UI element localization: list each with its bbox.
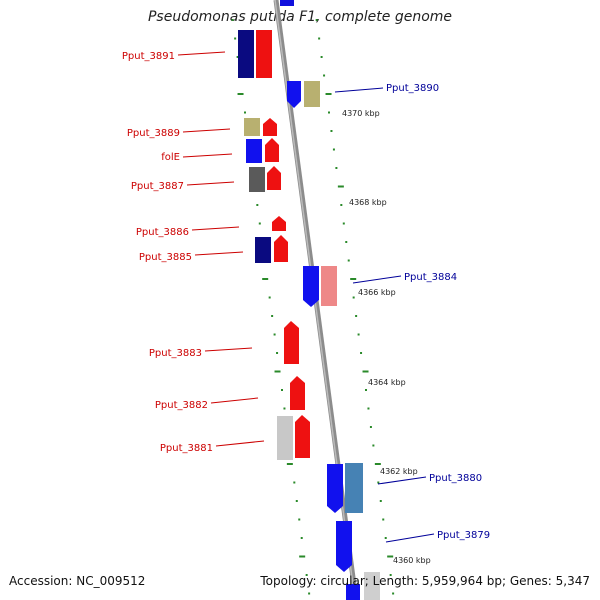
connector-pput-3886	[191, 226, 240, 231]
feature-red-1[interactable]	[256, 30, 272, 78]
feature-blue-arrow-1[interactable]	[287, 81, 301, 108]
scale-label-4366: 4366 kbp	[358, 288, 396, 297]
feature-navy-1[interactable]	[238, 30, 254, 78]
feature-khaki-2[interactable]	[304, 81, 320, 107]
gene-label-pput-3883[interactable]: Pput_3883	[149, 348, 202, 359]
feature-steelblue-1[interactable]	[345, 463, 363, 513]
gene-label-pput-3886[interactable]: Pput_3886	[136, 227, 189, 238]
connector-pput-3890	[334, 87, 384, 93]
feature-red-arrow-2[interactable]	[265, 138, 279, 162]
feature-gray-1[interactable]	[249, 167, 265, 192]
scale-label-4368: 4368 kbp	[349, 198, 387, 207]
gene-label-pput-3889[interactable]: Pput_3889	[127, 128, 180, 139]
scale-label-4364: 4364 kbp	[368, 378, 406, 387]
feature-red-arrow-8[interactable]	[295, 415, 310, 458]
feature-blue-1[interactable]	[246, 139, 262, 163]
feature-khaki-1[interactable]	[244, 118, 260, 136]
feature-red-arrow-7[interactable]	[290, 376, 305, 410]
feature-partial-bottom-gray[interactable]	[364, 572, 380, 600]
connector-pput-3880	[377, 476, 427, 485]
genome-summary-text: Topology: circular; Length: 5,959,964 bp…	[260, 574, 590, 588]
feature-partial-bottom-blue[interactable]	[346, 584, 360, 600]
connector-fole	[182, 153, 233, 158]
connector-pput-3885	[194, 251, 244, 256]
gene-label-pput-3887[interactable]: Pput_3887	[131, 181, 184, 192]
gene-label-pput-3890[interactable]: Pput_3890	[386, 83, 439, 94]
connector-pput-3889	[182, 128, 231, 133]
connector-pput-3879	[385, 533, 435, 543]
feature-blue-arrow-2[interactable]	[303, 266, 319, 307]
feature-blue-arrow-4[interactable]	[336, 521, 352, 572]
scale-label-4370: 4370 kbp	[342, 109, 380, 118]
accession-text: Accession: NC_009512	[9, 574, 146, 588]
scale-label-4362: 4362 kbp	[380, 467, 418, 476]
connector-pput-3883	[204, 347, 253, 352]
feature-partial-top[interactable]	[280, 0, 294, 6]
connector-pput-3882	[210, 397, 259, 404]
gene-label-pput-3882[interactable]: Pput_3882	[155, 400, 208, 411]
feature-blue-arrow-3[interactable]	[327, 464, 343, 513]
gene-label-pput-3891[interactable]: Pput_3891	[122, 51, 175, 62]
scale-label-4360: 4360 kbp	[393, 556, 431, 565]
feature-navy-2[interactable]	[255, 237, 271, 263]
feature-red-arrow-6[interactable]	[284, 321, 299, 364]
feature-lightgray-1[interactable]	[277, 416, 293, 460]
connector-pput-3884	[352, 275, 402, 284]
map-title: Pseudomonas putida F1, complete genome	[147, 9, 453, 25]
gene-label-pput-3881[interactable]: Pput_3881	[160, 443, 213, 454]
connector-pput-3887	[186, 181, 235, 186]
gene-label-pput-3885[interactable]: Pput_3885	[139, 252, 192, 263]
feature-red-arrow-1[interactable]	[263, 118, 277, 136]
feature-red-arrow-3[interactable]	[267, 166, 281, 190]
feature-red-arrow-5[interactable]	[274, 235, 288, 262]
gene-label-pput-3884[interactable]: Pput_3884	[404, 272, 457, 283]
gene-label-pput-3879[interactable]: Pput_3879	[437, 530, 490, 541]
feature-pink-1[interactable]	[321, 266, 337, 306]
connector-pput-3881	[215, 440, 265, 447]
gene-label-fole[interactable]: folE	[161, 152, 180, 163]
connector-pput-3891	[177, 51, 226, 56]
feature-red-arrow-4[interactable]	[272, 216, 286, 231]
gene-label-pput-3880[interactable]: Pput_3880	[429, 473, 482, 484]
